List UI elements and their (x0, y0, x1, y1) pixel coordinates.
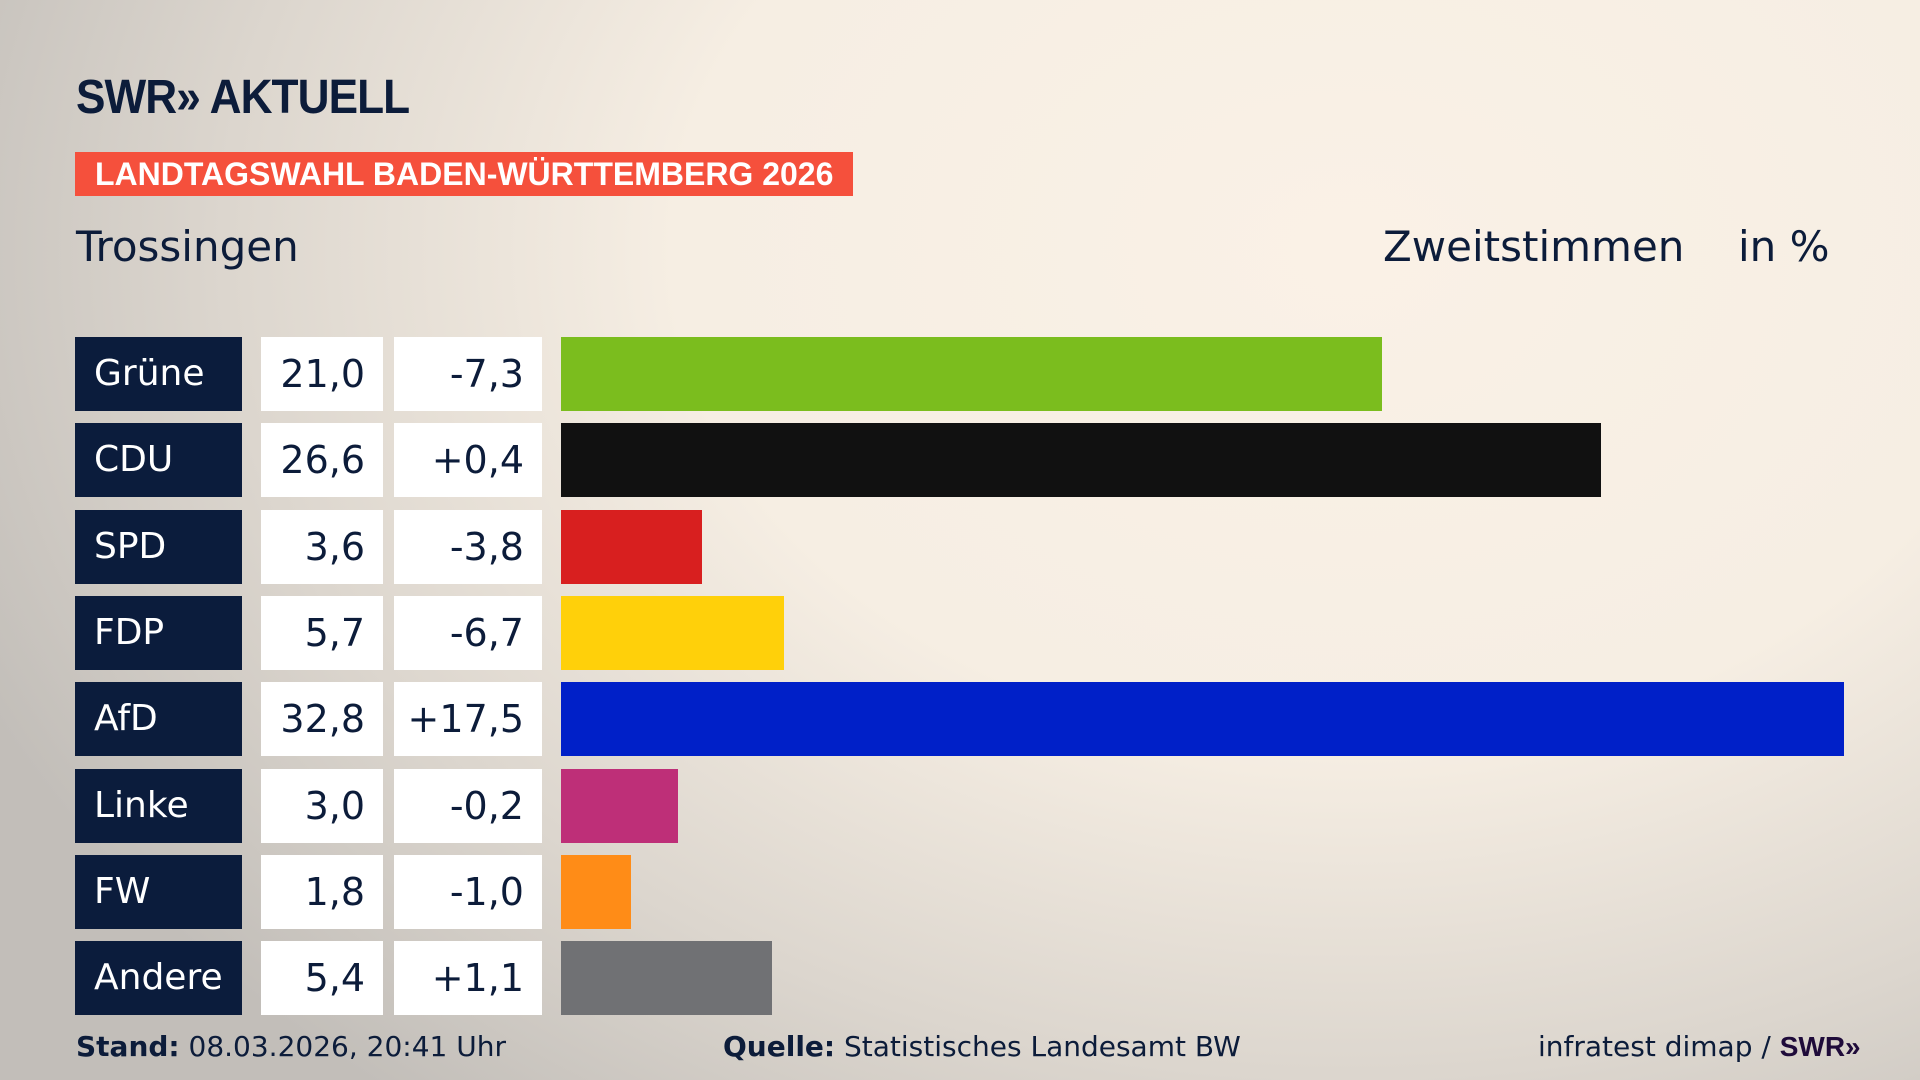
chart-row: AfD 32,8 +17,5 (0, 682, 1920, 757)
election-banner: LANDTAGSWAHL BADEN-WÜRTTEMBERG 2026 (75, 152, 854, 196)
party-label: AfD (75, 682, 242, 757)
bar-1 (561, 423, 1602, 498)
party-label: SPD (75, 509, 242, 584)
value-label: 1,8 (261, 854, 383, 929)
party-label: FW (75, 854, 242, 929)
stand-value: 08.03.2026, 20:41 Uhr (179, 1030, 506, 1063)
value-label: 3,0 (261, 768, 383, 843)
bar-6 (561, 854, 632, 929)
chart-row: Linke 3,0 -0,2 (0, 768, 1920, 843)
chart-row: SPD 3,6 -3,8 (0, 509, 1920, 584)
place-title: Trossingen (76, 222, 299, 271)
diff-label: -7,3 (394, 337, 542, 411)
swr-logo: SWR» (1779, 1031, 1861, 1062)
bar-2 (561, 509, 702, 584)
bar-7 (561, 941, 773, 1016)
value-label: 21,0 (261, 337, 383, 411)
diff-label: +1,1 (394, 941, 542, 1016)
party-label: Andere (75, 941, 242, 1016)
party-label: Linke (75, 768, 242, 843)
source-label: Quelle: (723, 1030, 836, 1063)
bar-4 (561, 682, 1844, 757)
chart-row: FW 1,8 -1,0 (0, 854, 1920, 929)
source: Quelle: Statistisches Landesamt BW (723, 1030, 1241, 1063)
swr-aktuell-logo: SWR» AKTUELL (76, 71, 410, 124)
credit-text: infratest dimap / (1538, 1030, 1780, 1063)
value-label: 3,6 (261, 509, 383, 584)
chart-row: CDU 26,6 +0,4 (0, 423, 1920, 498)
party-label: CDU (75, 423, 242, 498)
chart-row: FDP 5,7 -6,7 (0, 595, 1920, 670)
bar-3 (561, 595, 784, 670)
value-label: 5,7 (261, 595, 383, 670)
metric-label: Zweitstimmen (1383, 222, 1685, 271)
chart-row: Andere 5,4 +1,1 (0, 941, 1920, 1016)
timestamp: Stand: 08.03.2026, 20:41 Uhr (76, 1030, 506, 1063)
bar-0 (561, 337, 1383, 411)
diff-label: +0,4 (394, 423, 542, 498)
diff-label: -3,8 (394, 509, 542, 584)
credit: infratest dimap / SWR» (1538, 1030, 1861, 1063)
source-value: Statistisches Landesamt BW (835, 1030, 1241, 1063)
diff-label: -1,0 (394, 854, 542, 929)
party-label: Grüne (75, 337, 242, 411)
diff-label: -0,2 (394, 768, 542, 843)
value-label: 5,4 (261, 941, 383, 1016)
stand-label: Stand: (76, 1030, 180, 1063)
value-label: 26,6 (261, 423, 383, 498)
value-label: 32,8 (261, 682, 383, 757)
party-label: FDP (75, 595, 242, 670)
diff-label: -6,7 (394, 595, 542, 670)
unit-label: in % (1738, 222, 1830, 271)
diff-label: +17,5 (394, 682, 542, 757)
chart-row: Grüne 21,0 -7,3 (0, 337, 1920, 411)
bar-5 (561, 768, 679, 843)
